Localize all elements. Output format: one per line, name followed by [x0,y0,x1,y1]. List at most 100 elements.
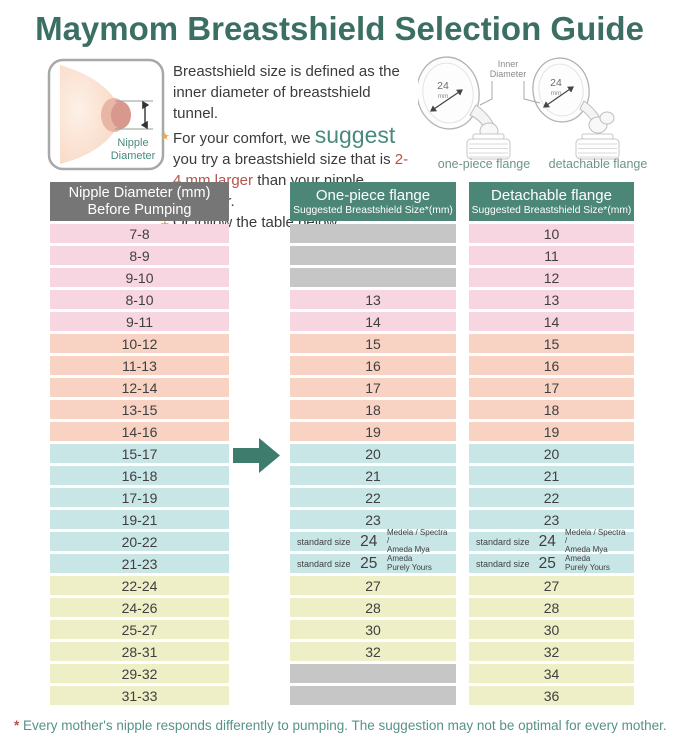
cell-nipple-range: 31-33 [50,686,229,705]
cell-detachable-size: 32 [469,642,634,661]
cell-detachable-size: 19 [469,422,634,441]
header-nipple-diameter: Nipple Diameter (mm) Before Pumping [50,182,229,221]
cell-detachable-size: 20 [469,444,634,463]
cell-detachable-size: 16 [469,356,634,375]
cell-nipple-range: 14-16 [50,422,229,441]
cell-detachable-size: 27 [469,576,634,595]
nipple-diameter-diagram: Nipple Diameter [47,58,165,176]
standard-size-value: 25 [360,554,378,572]
cell-one-piece-size: 27 [290,576,456,595]
flange-size-unit: mm [438,93,449,100]
flange-diagram: 24 mm 24 mm Inner Diameter [416,55,677,178]
cell-one-piece-size [290,268,456,287]
cell-detachable-size: standard size 24 Medela / Spectra / Ameda M… [469,528,634,553]
cell-one-piece-size: 30 [290,620,456,639]
inner-diameter-label: Inner Diameter [479,59,541,106]
inner-diameter-line2: Diameter [490,69,527,79]
cell-one-piece-size: 17 [290,378,456,397]
nipple-label-line2: Diameter [111,150,156,162]
header-one-piece-line2: Suggested Breastshield Size*(mm) [293,204,453,216]
page-title: Maymom Breastshield Selection Guide [35,10,644,47]
flange-size-label: 24 [550,77,562,89]
standard-size-value: 25 [538,554,556,572]
cell-one-piece-size: standard size 24 Medela / Spectra / Ameda M… [290,528,456,553]
cell-nipple-range: 17-19 [50,488,229,507]
cell-nipple-range: 24-26 [50,598,229,617]
cell-one-piece-size: 13 [290,290,456,309]
cell-nipple-range: 13-15 [50,400,229,419]
cell-detachable-size: 14 [469,312,634,331]
cell-nipple-range: 10-12 [50,334,229,353]
footer-note: * Every mother's nipple responds differe… [14,718,669,733]
nipple-label-line1: Nipple [117,137,148,149]
standard-size-value: 24 [360,532,378,550]
cell-detachable-size: 17 [469,378,634,397]
breast-illustration-icon: Nipple Diameter [47,58,165,171]
cell-one-piece-size: 32 [290,642,456,661]
cell-nipple-range: 29-32 [50,664,229,683]
flange-illustration-icon: 24 mm 24 mm Inner Diameter [416,56,648,171]
cell-nipple-range: 12-14 [50,378,229,397]
caption-detachable-flange: detachable flange [549,157,648,171]
inner-diameter-line1: Inner [498,59,519,69]
header-one-piece-line1: One-piece flange [315,186,431,204]
cell-nipple-range: 25-27 [50,620,229,639]
standard-size-value: 24 [538,532,556,550]
cell-detachable-size: 13 [469,290,634,309]
cell-nipple-range: 9-11 [50,312,229,331]
one-piece-flange-drawing: 24 mm [416,56,511,160]
cell-detachable-size: 22 [469,488,634,507]
cell-one-piece-size: 23 [290,510,456,529]
cell-detachable-size: 15 [469,334,634,353]
cell-nipple-range: 28-31 [50,642,229,661]
cell-nipple-range: 19-21 [50,510,229,529]
footer-text: Every mother's nipple responds different… [19,718,667,733]
cell-nipple-range: 22-24 [50,576,229,595]
header-detachable-line2: Suggested Breastshield Size*(mm) [471,204,632,216]
flange-size-unit: mm [551,90,562,97]
cell-one-piece-size: 22 [290,488,456,507]
standard-size-label: standard size [297,558,351,569]
cell-detachable-size: 18 [469,400,634,419]
standard-size-brands: Medela / Spectra / Ameda Mya [565,527,626,554]
bullet1-pre: For your comfort, we [173,130,315,147]
standard-size-label: standard size [297,536,351,547]
cell-detachable-size: 28 [469,598,634,617]
cell-detachable-size: 23 [469,510,634,529]
selection-table: Nipple Diameter (mm) Before Pumping One-… [50,182,634,705]
header-nipple-line2: Before Pumping [87,201,192,218]
cell-detachable-size: 36 [469,686,634,705]
standard-size-brands: Ameda Purely Yours [565,554,610,572]
cell-nipple-range: 20-22 [50,532,229,551]
header-detachable-line1: Detachable flange [491,186,612,204]
bullet1-suggest: suggest [314,122,396,148]
standard-size-brands: Ameda Purely Yours [387,554,432,572]
footer-asterisk: * [14,718,20,733]
standard-size-brands: Medela / Spectra / Ameda Mya [387,527,448,554]
cell-nipple-range: 21-23 [50,554,229,573]
cell-one-piece-size: 28 [290,598,456,617]
cell-nipple-range: 8-9 [50,246,229,265]
cell-one-piece-size: 16 [290,356,456,375]
cell-one-piece-size [290,686,456,705]
cell-nipple-range: 11-13 [50,356,229,375]
cell-one-piece-size: 19 [290,422,456,441]
intro-sentence: Breastshield size is defined as the inne… [173,63,400,122]
cell-nipple-range: 7-8 [50,224,229,243]
standard-size-label: standard size [476,536,530,547]
bullet1-mid: you try a breastshield size that is [173,151,395,168]
cell-one-piece-size [290,246,456,265]
header-one-piece: One-piece flange Suggested Breastshield … [290,182,456,221]
cell-detachable-size: standard size 25 Ameda Purely Yours [469,554,634,573]
cell-one-piece-size: 20 [290,444,456,463]
cell-one-piece-size: 14 [290,312,456,331]
cell-nipple-range: 16-18 [50,466,229,485]
cell-one-piece-size [290,224,456,243]
cell-one-piece-size: 18 [290,400,456,419]
standard-size-label: standard size [476,558,530,569]
cell-detachable-size: 12 [469,268,634,287]
cell-one-piece-size: 21 [290,466,456,485]
star-bullet-icon: ★ [160,131,170,143]
caption-one-piece-flange: one-piece flange [438,157,530,171]
